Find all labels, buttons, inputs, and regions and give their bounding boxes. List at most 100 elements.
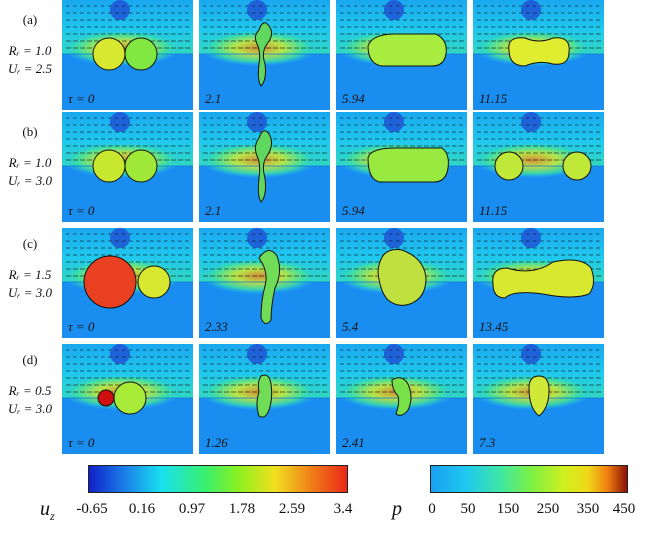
- time-label: 2.1: [205, 203, 222, 218]
- pressure-tick: 250: [536, 501, 560, 517]
- low-velocity-core: [521, 228, 541, 248]
- row-label-a: (a) Rᵣ = 1.0 Uᵣ = 2.5: [0, 12, 60, 78]
- simulation-panel: 5.94: [336, 112, 467, 222]
- left-bubble: [97, 389, 115, 407]
- row-letter: (b): [22, 124, 38, 139]
- flow-field-plot: [336, 344, 467, 454]
- simulation-panel: 5.4: [336, 228, 467, 338]
- radius-ratio: Rᵣ = 1.5: [8, 267, 52, 282]
- low-velocity-core: [384, 112, 404, 132]
- simulation-panel: 2.1: [199, 0, 330, 110]
- simulation-panel: τ = 0: [62, 112, 193, 222]
- time-label: τ = 0: [68, 91, 95, 106]
- pressure-tick: 150: [496, 501, 520, 517]
- simulation-panel: τ = 0: [62, 0, 193, 110]
- low-velocity-core: [247, 112, 267, 132]
- uz-tick: 2.59: [278, 501, 306, 517]
- uz-subscript: z: [50, 509, 55, 523]
- flow-field-plot: [473, 0, 604, 110]
- simulation-panel: 11.15: [473, 0, 604, 110]
- low-velocity-core: [247, 0, 267, 20]
- flow-field-plot: [62, 228, 193, 338]
- uz-tick: 0.97: [178, 501, 206, 517]
- time-label: 1.26: [205, 435, 228, 450]
- simulation-panel: 1.26: [199, 344, 330, 454]
- flow-field-plot: [62, 112, 193, 222]
- bubble-shape: [391, 377, 412, 416]
- simulation-panel: 13.45: [473, 228, 604, 338]
- right-bubble: [124, 149, 158, 183]
- uz-tick: 0.16: [128, 501, 156, 517]
- time-label: 5.94: [342, 203, 365, 218]
- bubble-shape: [367, 147, 449, 183]
- low-velocity-core: [110, 228, 130, 248]
- simulation-panel: 7.3: [473, 344, 604, 454]
- simulation-panel: τ = 0: [62, 344, 193, 454]
- low-velocity-core: [384, 228, 404, 248]
- time-label: 11.15: [479, 91, 508, 106]
- low-velocity-core: [247, 228, 267, 248]
- radius-ratio: Rᵣ = 0.5: [8, 383, 52, 398]
- right-bubble: [562, 151, 592, 181]
- flow-field-plot: [62, 344, 193, 454]
- simulation-panel: 11.15: [473, 112, 604, 222]
- simulation-panel: 2.33: [199, 228, 330, 338]
- velocity-ratio: Uᵣ = 3.0: [7, 401, 53, 416]
- flow-field-plot: [199, 112, 330, 222]
- flow-field-plot: [473, 228, 604, 338]
- simulation-panel: 5.94: [336, 0, 467, 110]
- bubble-shape: [256, 374, 273, 418]
- simulation-panel: 2.41: [336, 344, 467, 454]
- uz-colorbar: [88, 465, 348, 493]
- bubble-shape: [492, 259, 595, 299]
- pressure-tick: 350: [576, 501, 600, 517]
- flow-field-plot: [199, 228, 330, 338]
- uz-tick: -0.65: [76, 501, 108, 517]
- flow-field-plot: [199, 344, 330, 454]
- time-label: 2.1: [205, 91, 222, 106]
- row-label-d: (d) Rᵣ = 0.5 Uᵣ = 3.0: [0, 352, 60, 418]
- low-velocity-core: [110, 112, 130, 132]
- simulation-panel: τ = 0: [62, 228, 193, 338]
- bubble-shape: [377, 248, 427, 306]
- pressure-tick: 450: [612, 501, 636, 517]
- row-label-c: (c) Rᵣ = 1.5 Uᵣ = 3.0: [0, 236, 60, 302]
- low-velocity-core: [384, 344, 404, 364]
- right-bubble: [124, 37, 158, 71]
- velocity-vectors: [66, 117, 191, 161]
- uz-tick: 3.4: [333, 501, 353, 517]
- row-label-b: (b) Rᵣ = 1.0 Uᵣ = 3.0: [0, 124, 60, 190]
- time-label: 5.4: [342, 319, 359, 334]
- flow-field-plot: [199, 0, 330, 110]
- bubble-shape: [254, 130, 273, 203]
- velocity-ratio: Uᵣ = 3.0: [7, 285, 53, 300]
- time-label: τ = 0: [68, 319, 95, 334]
- left-bubble: [83, 255, 137, 309]
- low-velocity-core: [247, 344, 267, 364]
- uz-symbol: u: [40, 498, 50, 520]
- low-velocity-core: [110, 0, 130, 20]
- velocity-ratio: Uᵣ = 3.0: [7, 173, 53, 188]
- flow-field-plot: [473, 344, 604, 454]
- flow-field-plot: [62, 0, 193, 110]
- uz-colorbar-label: uz: [40, 498, 55, 524]
- right-bubble: [113, 381, 147, 415]
- bubble-shape: [367, 33, 447, 67]
- flow-field-plot: [336, 0, 467, 110]
- flow-field-plot: [473, 112, 604, 222]
- time-label: τ = 0: [68, 203, 95, 218]
- left-bubble: [92, 149, 126, 183]
- time-label: 13.45: [479, 319, 509, 334]
- low-velocity-core: [384, 0, 404, 20]
- time-label: τ = 0: [68, 435, 95, 450]
- row-letter: (a): [22, 12, 38, 27]
- bubble-shape: [254, 22, 273, 87]
- bubble-shape: [508, 37, 570, 67]
- time-label: 11.15: [479, 203, 508, 218]
- radius-ratio: Rᵣ = 1.0: [8, 43, 52, 58]
- bubble-shape: [528, 375, 550, 417]
- pressure-colorbar-label: p: [392, 498, 402, 520]
- left-bubble: [92, 37, 126, 71]
- time-label: 5.94: [342, 91, 365, 106]
